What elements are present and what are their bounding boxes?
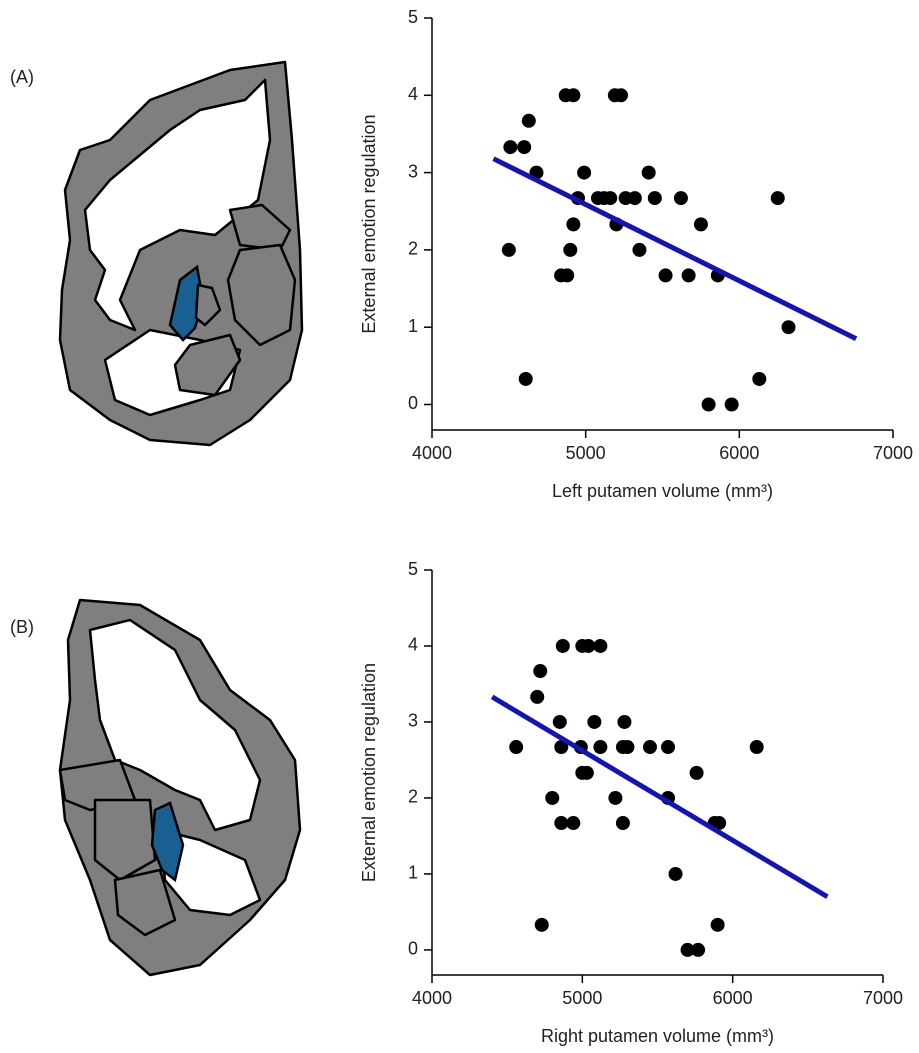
data-point bbox=[614, 88, 629, 103]
data-point bbox=[668, 866, 683, 881]
y-tick-label: 3 bbox=[408, 711, 418, 731]
data-point bbox=[642, 740, 657, 755]
data-point bbox=[509, 740, 524, 755]
data-point bbox=[587, 714, 602, 729]
x-tick-label: 5000 bbox=[566, 443, 606, 463]
data-point bbox=[566, 217, 581, 232]
data-point bbox=[752, 371, 767, 386]
data-point bbox=[518, 371, 533, 386]
data-point bbox=[712, 816, 727, 831]
y-tick-label: 1 bbox=[408, 863, 418, 883]
data-point bbox=[579, 765, 594, 780]
data-point bbox=[563, 242, 578, 257]
data-point bbox=[689, 765, 704, 780]
data-point bbox=[770, 191, 785, 206]
data-point bbox=[641, 165, 656, 180]
data-point bbox=[566, 816, 581, 831]
data-point bbox=[534, 917, 549, 932]
data-point bbox=[545, 790, 560, 805]
data-point bbox=[554, 816, 569, 831]
data-point bbox=[673, 191, 688, 206]
y-tick-label: 5 bbox=[408, 7, 418, 27]
data-point bbox=[603, 191, 618, 206]
brain-slice-b bbox=[58, 598, 302, 977]
panel-label: (A) bbox=[10, 67, 34, 87]
data-point bbox=[608, 790, 623, 805]
data-point bbox=[533, 664, 548, 679]
data-point bbox=[552, 714, 567, 729]
data-point bbox=[632, 242, 647, 257]
data-point bbox=[554, 740, 569, 755]
data-point bbox=[566, 88, 581, 103]
y-tick-label: 0 bbox=[408, 393, 418, 413]
data-point bbox=[661, 740, 676, 755]
data-point bbox=[560, 268, 575, 283]
y-tick-label: 4 bbox=[408, 84, 418, 104]
x-axis-label: Left putamen volume (mm³) bbox=[552, 481, 773, 501]
data-point bbox=[503, 140, 518, 155]
data-point bbox=[658, 268, 673, 283]
y-tick-label: 2 bbox=[408, 787, 418, 807]
y-axis-label: External emotion regulation bbox=[359, 663, 379, 882]
fit-line bbox=[490, 694, 829, 899]
data-point bbox=[593, 740, 608, 755]
y-tick-label: 3 bbox=[408, 161, 418, 181]
y-tick-label: 4 bbox=[408, 635, 418, 655]
data-point bbox=[521, 113, 536, 128]
data-point bbox=[681, 268, 696, 283]
x-tick-label: 4000 bbox=[412, 988, 452, 1008]
x-tick-label: 6000 bbox=[713, 988, 753, 1008]
data-point bbox=[593, 638, 608, 653]
data-point bbox=[724, 397, 739, 412]
x-tick-label: 7000 bbox=[863, 988, 903, 1008]
data-point bbox=[749, 740, 764, 755]
data-point bbox=[647, 191, 662, 206]
data-point bbox=[620, 740, 635, 755]
fit-line bbox=[492, 156, 858, 342]
y-tick-label: 5 bbox=[408, 559, 418, 579]
data-point bbox=[530, 689, 545, 704]
y-tick-label: 0 bbox=[408, 939, 418, 959]
data-point bbox=[501, 242, 516, 257]
x-tick-label: 4000 bbox=[412, 443, 452, 463]
x-tick-label: 6000 bbox=[719, 443, 759, 463]
data-point bbox=[781, 320, 796, 335]
y-axis-label: External emotion regulation bbox=[359, 114, 379, 333]
x-tick-label: 5000 bbox=[562, 988, 602, 1008]
data-point bbox=[617, 714, 632, 729]
data-point bbox=[710, 917, 725, 932]
data-point bbox=[581, 638, 596, 653]
brain-slice-a bbox=[58, 60, 304, 447]
panel-label: (B) bbox=[10, 617, 34, 637]
data-point bbox=[517, 140, 532, 155]
data-point bbox=[693, 217, 708, 232]
data-point bbox=[615, 816, 630, 831]
x-tick-label: 7000 bbox=[873, 443, 913, 463]
y-tick-label: 2 bbox=[408, 239, 418, 259]
data-point bbox=[555, 638, 570, 653]
y-tick-label: 1 bbox=[408, 316, 418, 336]
data-point bbox=[701, 397, 716, 412]
data-point bbox=[680, 942, 695, 957]
data-point bbox=[691, 942, 706, 957]
data-point bbox=[627, 191, 642, 206]
data-point bbox=[577, 165, 592, 180]
x-axis-label: Right putamen volume (mm³) bbox=[541, 1026, 774, 1046]
